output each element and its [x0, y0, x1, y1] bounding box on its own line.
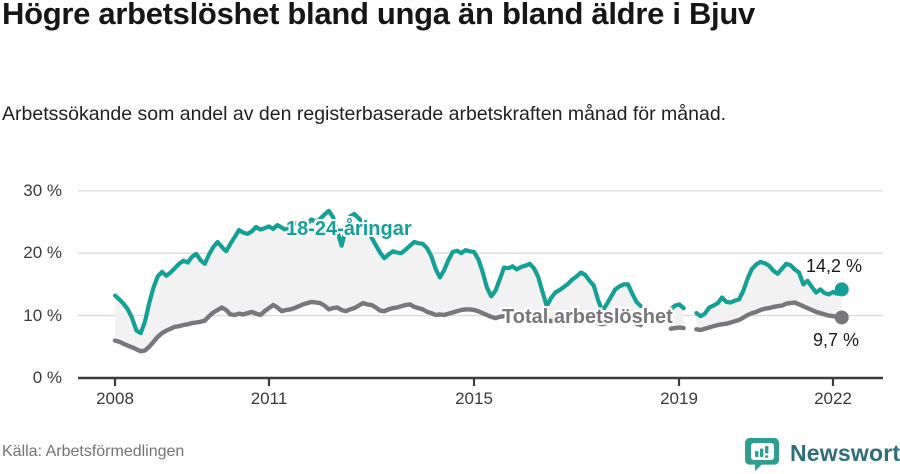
total-end-dot [834, 310, 849, 325]
between-series-area [115, 210, 842, 352]
y-axis-label-20: 20 % [23, 243, 62, 262]
y-axis-label-0: 0 % [32, 368, 62, 387]
x-axis-label-2022: 2022 [814, 389, 852, 408]
youth-end-dot [834, 282, 849, 297]
x-axis-label-2019: 2019 [660, 389, 698, 408]
page-title: Högre arbetslöshet bland unga än bland ä… [2, 0, 755, 31]
x-axis-label-2008: 2008 [96, 389, 134, 408]
value-label-youth: 14,2 % [806, 256, 863, 276]
value-label-total: 9,7 % [813, 330, 860, 350]
series-label-youth: 18-24-åringar [286, 218, 412, 240]
page-subtitle: Arbetssökande som andel av den registerb… [2, 103, 727, 125]
brand-wordmark: Newsworthy [790, 440, 900, 466]
y-axis-label-30: 30 % [23, 181, 62, 200]
x-axis [78, 376, 883, 386]
newsworthy-logo: Newsworthy [745, 438, 900, 474]
total-unemployment-line [112, 299, 844, 354]
y-axis-label-10: 10 % [23, 306, 62, 325]
series-label-total: Total arbetslöshet [502, 306, 673, 328]
x-axis-label-2015: 2015 [455, 389, 493, 408]
newsworthy-chart-bubble-icon [745, 438, 780, 472]
x-axis-label-2011: 2011 [250, 389, 288, 408]
source-text: Källa: Arbetsförmedlingen [2, 443, 185, 460]
youth-unemployment-line [112, 208, 844, 336]
